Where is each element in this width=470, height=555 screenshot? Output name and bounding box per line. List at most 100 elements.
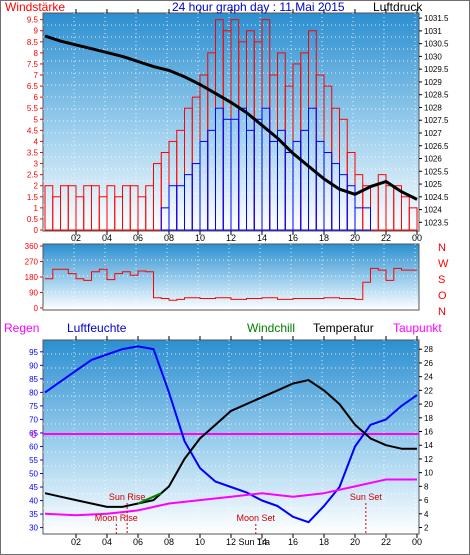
temperature-tick-label: 10 [424,469,433,478]
wind-tick-label: 3 [34,160,39,169]
humidity-tick-label: 70 [29,415,38,424]
x-tick-label: 02 [71,233,81,243]
pressure-tick-label: 1031.5 [424,14,449,23]
direction-tick-label: 360 [25,242,39,251]
x-tick-label: 16 [288,537,298,547]
pressure-tick-label: 1027 [424,129,442,138]
wind-tick-label: 7.5 [27,60,39,69]
compass-label: S [438,274,445,286]
humidity-tick-label: 75 [29,402,38,411]
x-tick-label: 20 [350,233,360,243]
wind-speed-bar [408,207,418,231]
x-tick-label: 06 [133,233,143,243]
rain-label: Regen [4,321,39,335]
humidity-tick-label: 35 [29,510,38,519]
temperature-tick-label: 14 [424,441,433,450]
windchill-label: Windchill [247,321,295,335]
pressure-tick-label: 1024.5 [424,193,449,202]
x-tick-label: 12 [226,233,236,243]
humidity-tick-label: 40 [29,497,38,506]
wind-tick-label: 9 [34,27,39,36]
humidity-tick-label: 80 [29,388,38,397]
pressure-axis-ticks: 1023.5 1024 1024.5 1025 1025.5 1026 1026.5 1027… [419,14,449,227]
wind-tick-label: 0 [34,226,39,235]
direction-tick-label: 270 [25,258,39,267]
temperature-line [44,379,417,508]
astro-label: Sun Rise [109,492,146,502]
pressure-tick-label: 1024 [424,206,442,215]
humidity-axis-ticks: 30 35 40 45 50 55 60 65 70 75 80 85 90 95 [29,348,43,533]
temperature-tick-label: 8 [424,482,429,491]
dewpoint-line [44,478,417,517]
x-tick-label: 08 [164,233,174,243]
chart-title: 24 hour graph day : 11 Mai 2015 [172,1,345,14]
wind-axis-ticks: 0 0.5 1 1.5 2 2.5 3 3.5 4 4.5 5 5.5 6 6.5 7 7.5 8 8.5 9 9.5 [27,16,43,235]
temp-humidity-plot-area [42,339,420,535]
x-tick-label: 18 [319,537,329,547]
wind-tick-label: 2 [34,182,39,191]
wind-tick-label: 5.5 [27,104,39,113]
wind-pressure-x-ticks: 02 04 06 08 10 12 14 16 18 20 22 00 [71,9,422,243]
astro-label: Moon Set [237,513,276,523]
wind-axis-label: Windstärke [5,1,65,14]
wind-tick-label: 9.5 [27,16,39,25]
compass-label: O [438,290,447,302]
pressure-tick-label: 1025.5 [424,167,449,176]
pressure-tick-label: 1025 [424,180,442,189]
temp-humidity-x-ticks: 02 04 06 08 10 12 14 16 18 20 22 00 [71,336,422,547]
pressure-line [44,34,418,201]
x-tick-label: 20 [350,537,360,547]
humidity-label: Luftfeuchte [67,321,127,335]
x-tick-label: 12 [226,537,236,547]
rain-zero-label: 0 [31,430,37,441]
temp-humidity-series [43,345,419,524]
humidity-tick-label: 45 [29,483,38,492]
pressure-tick-label: 1029 [424,78,442,87]
pressure-tick-label: 1028 [424,103,442,112]
temperature-tick-label: 22 [424,386,433,395]
temperature-tick-label: 6 [424,496,429,505]
wind-tick-label: 1.5 [27,193,39,202]
wind-tick-label: 3.5 [27,149,39,158]
humidity-line [44,345,418,524]
x-tick-label: 22 [381,537,391,547]
astro-label: Moon Rise [95,513,138,523]
pressure-axis-label: Luftdruck [373,1,423,14]
pressure-tick-label: 1031 [424,27,442,36]
x-tick-label: 14 [257,233,267,243]
temperature-tick-label: 16 [424,428,433,437]
humidity-tick-label: 85 [29,375,38,384]
humidity-tick-label: 65 [29,429,38,438]
pressure-tick-label: 1029.5 [424,65,449,74]
x-tick-label: 04 [102,537,112,547]
temperature-tick-label: 26 [424,359,433,368]
pressure-tick-label: 1026.5 [424,142,449,151]
wind-tick-label: 5 [34,115,39,124]
temperature-tick-label: 12 [424,455,433,464]
pressure-tick-label: 1023.5 [424,218,449,227]
x-tick-label: 10 [195,537,205,547]
compass-label: W [438,258,449,270]
windchill-line [137,492,162,505]
compass-label: N [438,242,446,254]
direction-tick-label: 90 [29,289,38,298]
wind-direction-series [45,267,417,301]
humidity-tick-label: 30 [29,524,38,533]
pressure-tick-label: 1030.5 [424,40,449,49]
direction-tick-label: 180 [25,273,39,282]
direction-tick-label: 0 [34,304,39,313]
temperature-tick-label: 2 [424,524,429,533]
x-tick-label: 22 [381,233,391,243]
temperature-tick-label: 20 [424,400,433,409]
humidity-tick-label: 90 [29,361,38,370]
x-tick-label: 18 [319,233,329,243]
astro-label: Sun Tra [238,537,270,547]
temp-humidity-grid [43,340,419,534]
x-tick-label: 14 [257,537,267,547]
x-tick-label: 10 [195,233,205,243]
temperature-tick-label: 28 [424,345,433,354]
humidity-tick-label: 50 [29,470,38,479]
temperature-tick-label: 24 [424,373,433,382]
